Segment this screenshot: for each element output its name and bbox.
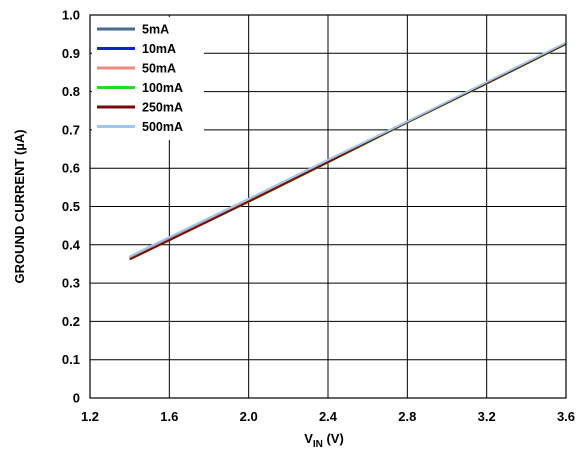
- y-tick-label: 0.8: [62, 84, 80, 99]
- y-axis-label: GROUND CURRENT (µA): [12, 129, 27, 283]
- x-tick-label: 2.8: [398, 409, 416, 424]
- y-tick-label: 0.3: [62, 276, 80, 291]
- legend-label: 250mA: [142, 101, 183, 115]
- y-tick-label: 0.5: [62, 199, 80, 214]
- y-tick-label: 0.4: [62, 237, 81, 252]
- y-tick-label: 1.0: [62, 8, 80, 23]
- legend-label: 5mA: [142, 23, 169, 37]
- x-axis-label-unit: (V): [323, 431, 344, 446]
- x-tick-label: 2.0: [240, 409, 258, 424]
- y-tick-label: 0.7: [62, 122, 80, 137]
- legend: 5mA 10mA 50mA 100mA 250mA 500mA: [92, 17, 204, 140]
- legend-label: 50mA: [142, 62, 176, 76]
- x-tick-label: 3.2: [478, 409, 496, 424]
- y-tick-label: 0.1: [62, 352, 80, 367]
- legend-label: 10mA: [142, 42, 176, 56]
- x-tick-label: 1.6: [160, 409, 178, 424]
- x-axis-label-subscript: IN: [313, 439, 323, 450]
- y-tick-labels: 0 0.1 0.2 0.3 0.4 0.5 0.6 0.7 0.8 0.9 1.0: [62, 8, 81, 406]
- x-tick-labels: 1.2 1.6 2.0 2.4 2.8 3.2 3.6: [81, 409, 575, 424]
- y-tick-label: 0.9: [62, 46, 80, 61]
- x-tick-label: 2.4: [319, 409, 338, 424]
- y-tick-label: 0.2: [62, 314, 80, 329]
- x-axis-label-main: V: [304, 431, 313, 446]
- y-tick-label: 0: [73, 391, 80, 406]
- x-axis-label: VIN (V): [304, 431, 344, 450]
- y-tick-label: 0.6: [62, 161, 80, 176]
- legend-label: 100mA: [142, 81, 183, 95]
- x-tick-label: 1.2: [81, 409, 99, 424]
- legend-label: 500mA: [142, 120, 183, 134]
- x-tick-label: 3.6: [557, 409, 575, 424]
